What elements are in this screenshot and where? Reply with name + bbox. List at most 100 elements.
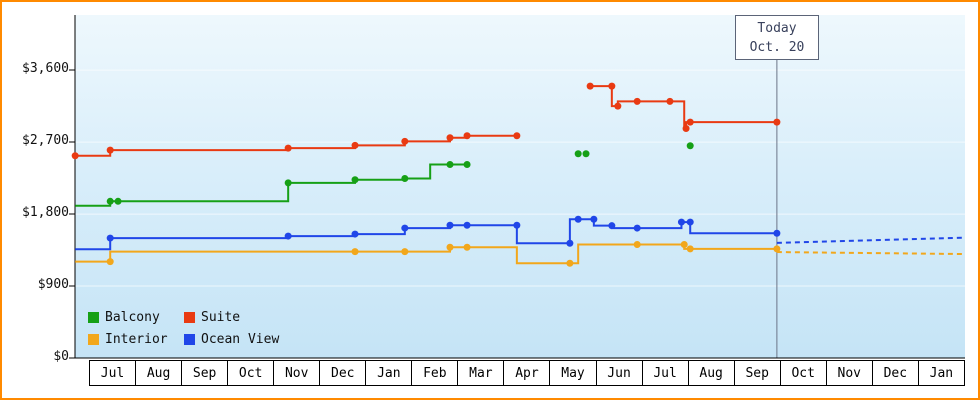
month-label-sep: Sep bbox=[182, 361, 229, 385]
y-axis-label: $900 bbox=[37, 277, 69, 293]
series-suite-point bbox=[71, 152, 79, 160]
today-label: Today bbox=[757, 20, 797, 36]
series-interior-point bbox=[633, 240, 641, 248]
series-ocean-view-point bbox=[106, 234, 114, 242]
series-balcony-point bbox=[582, 150, 590, 158]
series-ocean-view-point bbox=[608, 222, 616, 230]
series-interior-point bbox=[106, 258, 114, 266]
series-ocean-view-point bbox=[590, 215, 598, 223]
legend-item-ocean-view: Ocean View bbox=[184, 332, 279, 347]
month-label-jun: Jun bbox=[597, 361, 643, 385]
series-interior-point bbox=[351, 248, 359, 256]
series-balcony-point bbox=[284, 179, 292, 187]
y-axis-label: $1,800 bbox=[22, 205, 69, 221]
series-suite-point bbox=[351, 141, 359, 149]
legend-label: Interior bbox=[105, 332, 168, 347]
series-interior-line bbox=[776, 251, 966, 256]
axes bbox=[74, 15, 965, 359]
series-suite-point bbox=[463, 132, 471, 140]
legend-label: Balcony bbox=[105, 310, 160, 325]
series-balcony-point bbox=[351, 176, 359, 184]
series-suite-point bbox=[586, 82, 594, 90]
month-label-nov: Nov bbox=[827, 361, 873, 385]
month-label-mar: Mar bbox=[458, 361, 505, 385]
series-suite-point bbox=[686, 118, 694, 126]
legend-item-balcony: Balcony bbox=[88, 310, 184, 325]
legend-swatch-suite bbox=[184, 312, 195, 323]
legend-label: Suite bbox=[201, 310, 241, 325]
series-ocean-view-point bbox=[677, 218, 685, 226]
series-ocean-view-point bbox=[633, 224, 641, 232]
series-suite-point bbox=[513, 132, 521, 140]
series-ocean-view-point bbox=[566, 239, 574, 247]
month-label-sep: Sep bbox=[735, 361, 781, 385]
month-label-nov: Nov bbox=[274, 361, 321, 385]
legend-swatch-ocean-view bbox=[184, 334, 195, 345]
series-balcony-point bbox=[401, 175, 409, 183]
legend-item-interior: Interior bbox=[88, 332, 184, 347]
series-interior-point bbox=[463, 243, 471, 251]
series-ocean-view-point bbox=[686, 218, 694, 226]
series-ocean-view-point bbox=[351, 230, 359, 238]
series-suite-point bbox=[446, 134, 454, 142]
month-label-may: May bbox=[550, 361, 597, 385]
month-label-dec: Dec bbox=[873, 361, 919, 385]
month-label-jul: Jul bbox=[643, 361, 689, 385]
month-label-jul: Jul bbox=[90, 361, 137, 385]
month-label-oct: Oct bbox=[228, 361, 275, 385]
series-ocean-view-point bbox=[284, 232, 292, 240]
legend-swatch-interior bbox=[88, 334, 99, 345]
series-ocean-view-point bbox=[574, 215, 582, 223]
month-label-jan: Jan bbox=[929, 365, 954, 381]
series-balcony-line bbox=[75, 163, 468, 207]
plot-background bbox=[75, 15, 965, 358]
today-marker-box: Today Oct. 20 bbox=[735, 15, 819, 60]
month-label-aug: Aug bbox=[136, 361, 183, 385]
series-balcony-point bbox=[463, 161, 471, 169]
series-suite-point bbox=[614, 102, 622, 110]
series-ocean-view-point bbox=[401, 224, 409, 232]
series-interior-point bbox=[773, 245, 781, 253]
series-suite-point bbox=[284, 144, 292, 152]
legend-label: Ocean View bbox=[201, 332, 280, 347]
month-label-oct: Oct bbox=[781, 361, 827, 385]
series-balcony-point bbox=[106, 197, 114, 205]
series-ocean-view-point bbox=[513, 221, 521, 229]
series-suite-point bbox=[773, 118, 781, 126]
series-suite-point bbox=[682, 125, 690, 133]
series-interior-line bbox=[75, 243, 777, 265]
series-suite-point bbox=[608, 82, 616, 90]
y-axis-label: $3,600 bbox=[22, 61, 69, 77]
series-balcony-point bbox=[446, 161, 454, 169]
series-interior-point bbox=[686, 245, 694, 253]
series-balcony-point bbox=[114, 197, 122, 205]
series-ocean-view-line bbox=[776, 236, 966, 244]
month-label-feb: Feb bbox=[412, 361, 459, 385]
month-label-dec: Dec bbox=[320, 361, 367, 385]
chart-legend: Balcony Suite Interior Ocean View bbox=[88, 310, 279, 347]
series-interior-point bbox=[401, 248, 409, 256]
series-suite-point bbox=[401, 137, 409, 145]
y-axis-label: $2,700 bbox=[22, 133, 69, 149]
y-axis-label: $0 bbox=[53, 349, 69, 364]
x-axis-month-row: Jul Aug Sep Oct Nov Dec Jan Feb Mar Apr May Jun Jul A… bbox=[89, 360, 965, 386]
series-suite-point bbox=[106, 146, 114, 154]
series-interior-point bbox=[680, 240, 688, 248]
series-interior-point bbox=[446, 243, 454, 251]
series-suite-point bbox=[666, 97, 674, 105]
series-ocean-view-point bbox=[446, 221, 454, 229]
legend-swatch-balcony bbox=[88, 312, 99, 323]
series-suite-point bbox=[633, 97, 641, 105]
month-label-aug: Aug bbox=[689, 361, 735, 385]
series-balcony-point bbox=[686, 142, 694, 150]
legend-item-suite: Suite bbox=[184, 310, 279, 325]
series-ocean-view-point bbox=[773, 229, 781, 237]
series-interior-point bbox=[566, 259, 574, 267]
month-label-apr: Apr bbox=[504, 361, 551, 385]
series-balcony-point bbox=[574, 150, 582, 158]
today-date: Oct. 20 bbox=[749, 39, 805, 55]
series-ocean-view-point bbox=[463, 221, 471, 229]
month-label-jan: Jan bbox=[366, 361, 413, 385]
